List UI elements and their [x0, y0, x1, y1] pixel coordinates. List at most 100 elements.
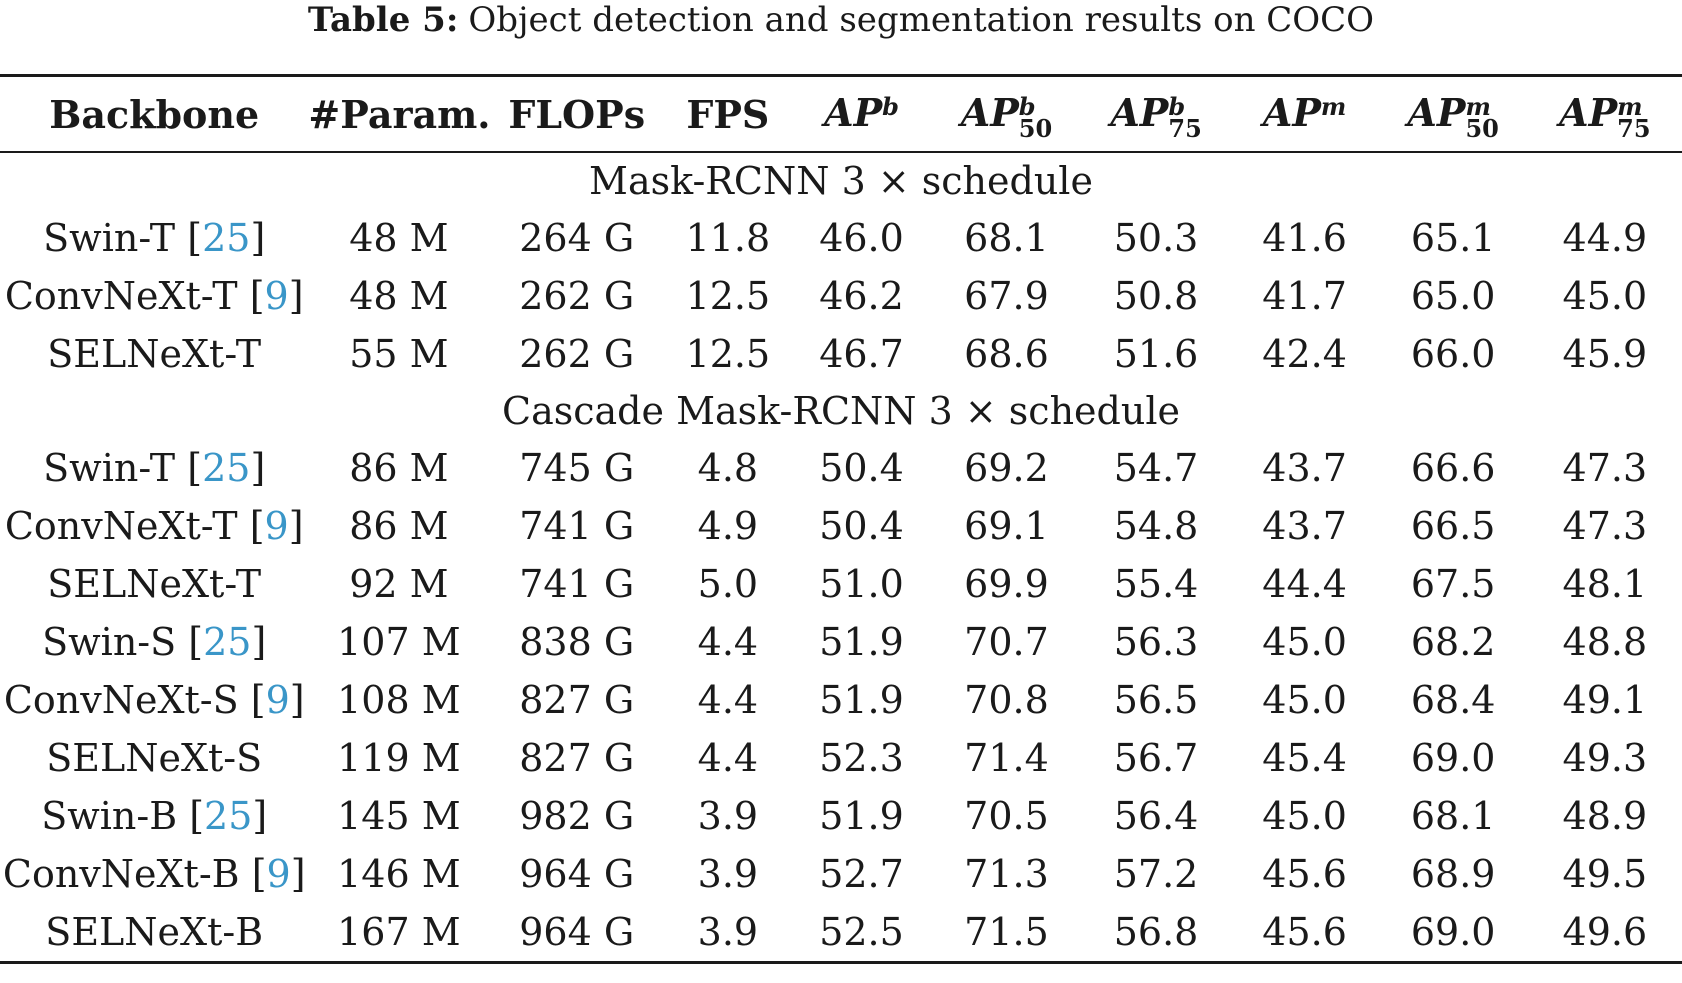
ap-b-cell: 50.4 [819, 446, 904, 490]
fps-cell: 3.9 [697, 794, 759, 838]
ap-m-cell: 45.0 [1262, 620, 1347, 664]
ap-m75-cell: 49.1 [1562, 678, 1648, 722]
citation-link[interactable]: 9 [264, 274, 289, 318]
table-caption-text: Object detection and segmentation result… [468, 0, 1375, 40]
table-row: SELNeXt-S 119 M 827 G 4.4 52.3 71.4 56.7 45.4 69… [0, 729, 1682, 787]
backbone-cell: Swin-B [25] [41, 794, 268, 838]
flops-cell: 827 G [519, 736, 635, 780]
flops-cell: 838 G [519, 620, 635, 664]
citation-link[interactable]: 9 [266, 852, 291, 896]
citation-link[interactable]: 25 [202, 446, 251, 490]
backbone-name: Swin-T [43, 216, 176, 260]
ap-b75-cell: 51.6 [1113, 332, 1199, 376]
header-ap-b: AP b [791, 74, 932, 153]
ap-m75-cell: 45.9 [1562, 332, 1648, 376]
ap-m50-cell: 68.1 [1410, 794, 1496, 838]
header-ap-sup: b [1168, 92, 1186, 122]
ap-b75-cell: 50.8 [1113, 274, 1199, 318]
header-ap-sub: 75 [1168, 114, 1202, 144]
params-cell: 48 M [349, 216, 449, 260]
ap-m50-cell: 68.9 [1410, 852, 1496, 896]
ap-b-cell: 51.9 [819, 620, 904, 664]
table-row: SELNeXt-T 92 M 741 G 5.0 51.0 69.9 55.4 44.4 67.… [0, 555, 1682, 613]
ap-m50-cell: 68.4 [1410, 678, 1496, 722]
ap-b75-cell: 56.7 [1113, 736, 1199, 780]
fps-cell: 12.5 [685, 332, 771, 376]
ap-m75-cell: 47.3 [1562, 446, 1648, 490]
header-ap-sub [1321, 118, 1346, 140]
table-row: ConvNeXt-S [9] 108 M 827 G 4.4 51.9 70.8 56.5 4… [0, 671, 1682, 729]
ap-b75-cell: 57.2 [1113, 852, 1199, 896]
fps-cell: 4.4 [697, 678, 759, 722]
ap-b75-cell: 56.4 [1113, 794, 1199, 838]
backbone-cell: ConvNeXt-S [9] [3, 678, 305, 722]
ap-m-cell: 41.6 [1262, 216, 1347, 260]
table-row: Swin-S [25] 107 M 838 G 4.4 51.9 70.7 56.3 45.0… [0, 613, 1682, 671]
flops-cell: 964 G [489, 903, 665, 964]
ap-b50-cell: 71.4 [964, 736, 1049, 780]
citation-link[interactable]: 9 [265, 678, 290, 722]
ap-m50-cell: 68.2 [1410, 620, 1496, 664]
header-ap-base: AP [1110, 89, 1169, 135]
ap-m-cell: 42.4 [1262, 332, 1347, 376]
section-row: Mask-RCNN 3 × schedule [0, 152, 1682, 209]
header-fps: FPS [664, 74, 792, 153]
header-row: Backbone #Param. FLOPs FPS AP b AP b 50 AP b… [0, 74, 1682, 153]
backbone-cell: Swin-T [25] [43, 216, 266, 260]
ap-m50-cell: 69.0 [1378, 903, 1528, 964]
ap-m75-cell: 48.1 [1562, 562, 1648, 606]
table-row: ConvNeXt-B [9] 146 M 964 G 3.9 52.7 71.3 57.2 4… [0, 845, 1682, 903]
flops-cell: 745 G [519, 446, 635, 490]
backbone-cell: SELNeXt-T [0, 325, 308, 383]
ap-m50-cell: 65.0 [1410, 274, 1496, 318]
section-title: Mask-RCNN 3 × schedule [589, 159, 1093, 203]
ap-m75-cell: 45.0 [1562, 274, 1648, 318]
header-ap-m75: AP m 75 [1527, 74, 1682, 153]
backbone-name: ConvNeXt-T [4, 274, 238, 318]
ap-b75-cell: 56.8 [1081, 903, 1231, 964]
backbone-cell: ConvNeXt-T [9] [4, 504, 304, 548]
ap-m75-cell: 48.9 [1562, 794, 1648, 838]
flops-cell: 741 G [519, 504, 635, 548]
ap-b50-cell: 67.9 [964, 274, 1049, 318]
citation-link[interactable]: 25 [203, 620, 252, 664]
header-ap-sub: 50 [1018, 114, 1053, 144]
header-ap-m: AP m [1230, 74, 1379, 153]
citation-link[interactable]: 25 [202, 216, 251, 260]
flops-cell: 982 G [519, 794, 635, 838]
ap-b-cell: 50.4 [819, 504, 904, 548]
header-ap-sup: b [1018, 92, 1036, 122]
ap-b-cell: 51.9 [819, 678, 904, 722]
fps-cell: 12.5 [685, 274, 771, 318]
table-row: ConvNeXt-T [9] 86 M 741 G 4.9 50.4 69.1 54.8 43… [0, 497, 1682, 555]
ap-b75-cell: 55.4 [1113, 562, 1199, 606]
ap-b50-cell: 68.1 [964, 216, 1049, 260]
ap-m-cell: 43.7 [1262, 504, 1347, 548]
backbone-name: ConvNeXt-S [3, 678, 239, 722]
backbone-cell: ConvNeXt-B [9] [2, 852, 306, 896]
backbone-name: SELNeXt-T [47, 562, 262, 606]
fps-cell: 3.9 [664, 903, 792, 964]
header-ap-m50: AP m 50 [1378, 74, 1528, 153]
citation-link[interactable]: 25 [204, 794, 253, 838]
header-ap-base: AP [1407, 89, 1466, 135]
header-ap-base: AP [1559, 89, 1618, 135]
fps-cell: 4.4 [697, 736, 759, 780]
citation-link[interactable]: 9 [264, 504, 289, 548]
ap-m-cell: 45.0 [1262, 678, 1347, 722]
ap-m-cell: 44.4 [1262, 562, 1347, 606]
ap-b-cell: 51.0 [819, 562, 904, 606]
ap-b75-cell: 54.7 [1113, 446, 1199, 490]
ap-b50-cell: 71.3 [964, 852, 1049, 896]
header-ap-scripts: b 50 [1018, 92, 1053, 144]
fps-cell: 4.9 [697, 504, 759, 548]
ap-m-cell: 45.0 [1262, 794, 1347, 838]
table-row: ConvNeXt-T [9] 48 M 262 G 12.5 46.2 67.9 50.8 4… [0, 267, 1682, 325]
params-cell: 167 M [308, 903, 490, 964]
section-title: Cascade Mask-RCNN 3 × schedule [502, 389, 1180, 433]
ap-b50-cell: 70.8 [964, 678, 1049, 722]
header-ap-scripts: m 50 [1465, 95, 1498, 141]
ap-b-cell: 51.9 [819, 794, 904, 838]
params-cell: 119 M [337, 736, 461, 780]
table-caption-label: Table 5: [307, 0, 459, 40]
